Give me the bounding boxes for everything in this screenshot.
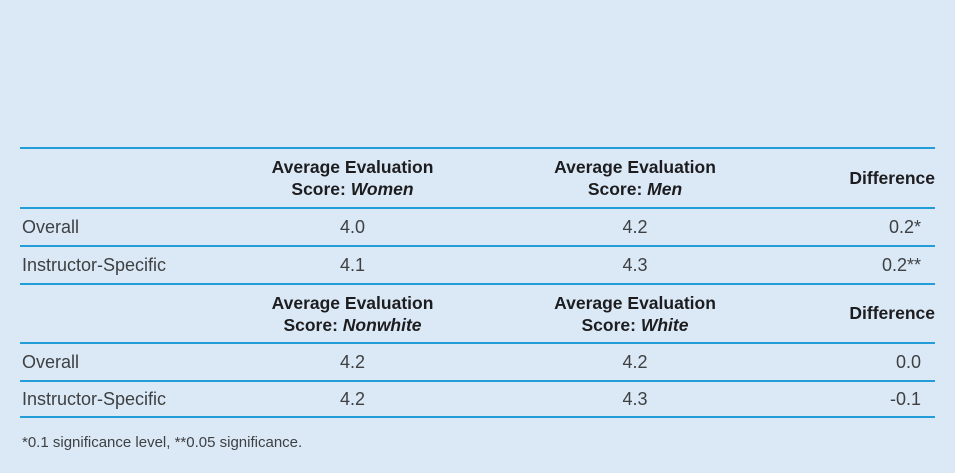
score-women-value: 4.1 <box>339 254 366 275</box>
difference-value: -0.1 <box>889 388 921 409</box>
header-score-men: Average Evaluation Score: Men <box>554 157 716 199</box>
difference-value: 0.2* <box>888 216 921 237</box>
score-nonwhite-value: 4.2 <box>339 351 366 372</box>
score-white-value: 4.2 <box>622 351 648 372</box>
table-row: Overall 4.2 4.2 0.0 <box>20 342 935 380</box>
header-score-women: Average Evaluation Score: Women <box>271 157 434 199</box>
header-score-nonwhite: Average Evaluation Score: Nonwhite <box>271 292 434 335</box>
score-men-value: 4.3 <box>622 254 648 275</box>
header-score-white: Average Evaluation Score: White <box>554 292 716 335</box>
difference-value: 0.0 <box>895 351 921 372</box>
table-row: Overall 4.0 4.2 0.2* <box>20 207 935 245</box>
header-difference: Difference <box>849 167 935 188</box>
row-label: Overall <box>22 351 80 372</box>
evaluation-score-table: Average Evaluation Score: Women Average … <box>20 147 935 451</box>
row-label: Instructor-Specific <box>22 254 167 275</box>
header-row-race: Average Evaluation Score: Nonwhite Avera… <box>20 283 935 342</box>
score-nonwhite-value: 4.2 <box>339 388 366 409</box>
score-white-value: 4.3 <box>622 388 648 409</box>
header-row-gender: Average Evaluation Score: Women Average … <box>20 147 935 207</box>
table-row: Instructor-Specific 4.1 4.3 0.2** <box>20 245 935 283</box>
header-difference: Difference <box>849 303 935 323</box>
row-label: Instructor-Specific <box>22 388 167 409</box>
score-women-value: 4.0 <box>339 216 366 237</box>
row-label: Overall <box>22 216 80 237</box>
significance-footnote: *0.1 significance level, **0.05 signific… <box>22 434 303 451</box>
difference-value: 0.2** <box>881 254 921 275</box>
table-row: Instructor-Specific 4.2 4.3 -0.1 <box>20 380 935 418</box>
score-men-value: 4.2 <box>622 216 648 237</box>
